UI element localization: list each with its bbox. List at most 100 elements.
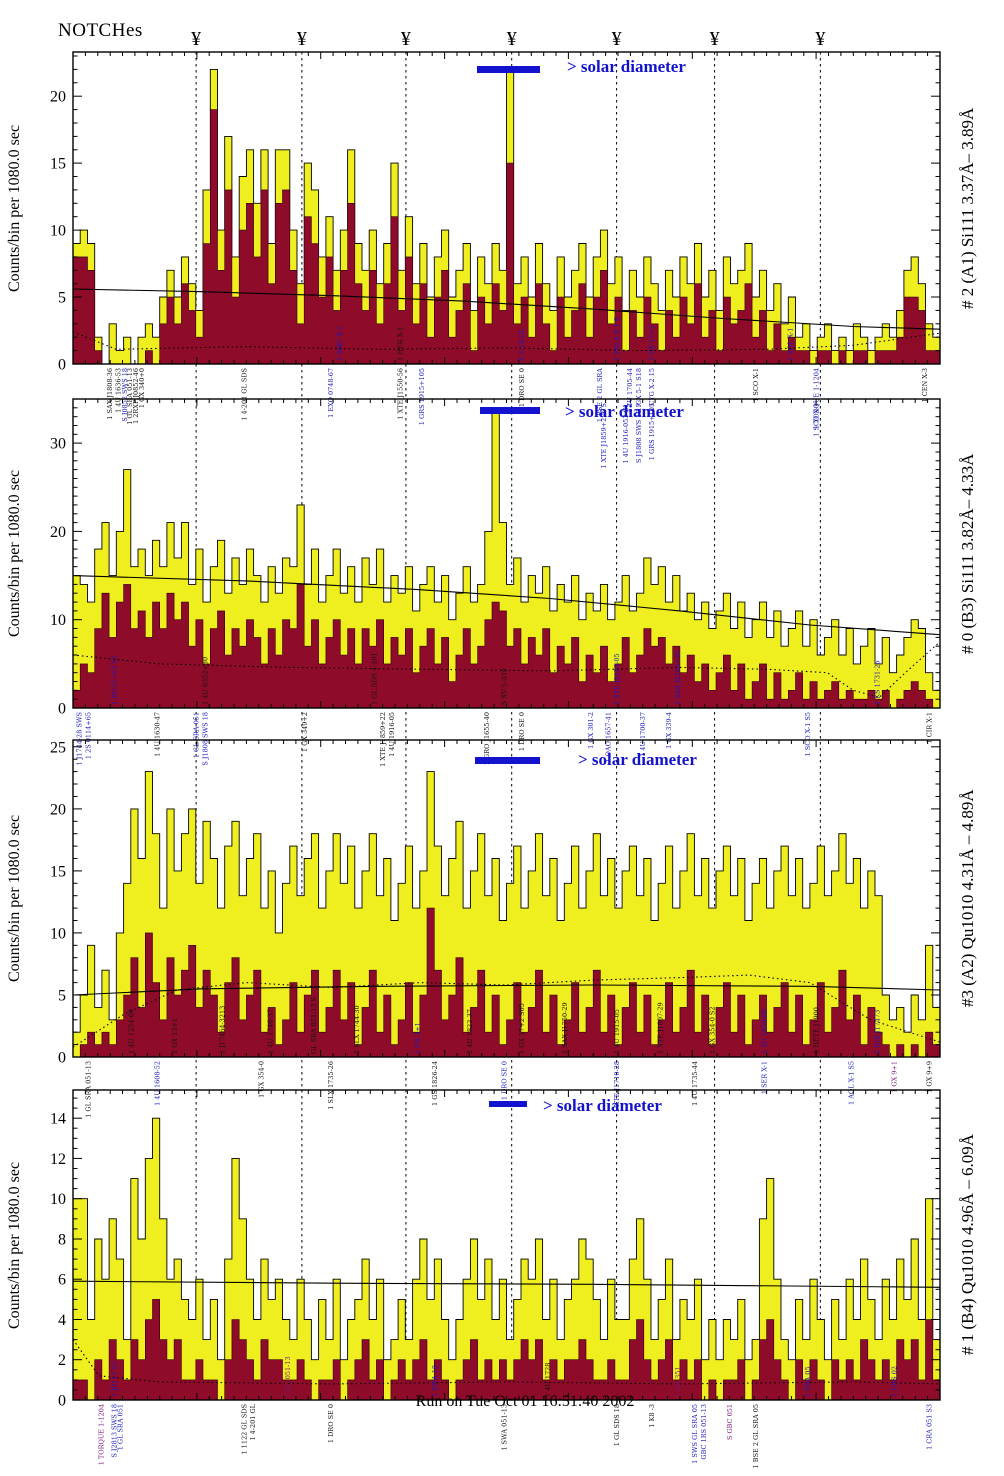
source-annotation: 1 CRA 051 S3 (925, 1404, 933, 1450)
y-tick-label: 14 (50, 1111, 66, 1128)
source-annotation: 1 GX 354-0 (258, 1061, 266, 1098)
source-annotation: 1 4U 1608-52 (154, 1061, 162, 1106)
source-annotation: GL SRA 051-13 S (310, 997, 318, 1054)
y-tick-label: 30 (50, 436, 66, 453)
background-level-curve (72, 575, 941, 636)
source-annotation: 1 IGR J17473 (873, 1010, 881, 1054)
source-annotation: 1 CEN X-3 (921, 368, 929, 402)
source-annotation: 1 GX 17+2 (648, 325, 656, 361)
y-tick-label: 6 (58, 1272, 66, 1289)
source-annotation: 1 4U 1700-37 (639, 712, 647, 757)
background-level-curve (72, 1280, 941, 1288)
source-annotation: 1 4U 1746-37 (266, 1009, 274, 1054)
source-annotation: 1 4U 1915-05 (613, 1009, 621, 1054)
source-annotation: 1 SWA 051-13 (501, 1404, 509, 1451)
source-annotation: 1 GRS 1915+105 (648, 403, 656, 460)
source-annotation: 1 AQL X-1 S5 (847, 1061, 855, 1105)
notch-symbol: ¥ (815, 28, 825, 50)
source-annotation: 1 XTE J1550-56 (397, 368, 405, 420)
source-annotation: 1 4U 1254-69 (128, 1009, 136, 1054)
source-annotation: 1 4-201 GL SDS (240, 368, 248, 421)
source-annotation: 1 GL SDS 4-201 (370, 652, 378, 705)
source-annotation: 1 SAX J2103+45 (674, 650, 682, 705)
source-annotation: 1 GX 3+1 (414, 1022, 422, 1054)
y-tick-label: 0 (58, 1050, 66, 1067)
source-annotation: 1 SLX 1735-26 (327, 1061, 335, 1110)
y-axis-label: Counts/bin per 1080.0 sec (6, 469, 23, 638)
source-annotation: 1 GL SRA 051-13 (126, 368, 134, 425)
source-annotation: 1 GL 051-13 (284, 1356, 292, 1397)
y-tick-label: 5 (58, 988, 66, 1005)
source-annotation: 1 GS 1826-24 (431, 1061, 439, 1106)
source-annotation: 1 SCO X-1 S5 (804, 712, 812, 756)
source-annotation: 1 SWS GL SRA 05 (691, 1404, 699, 1464)
panel-1: 0 5 10 15 20 1 SAX J1808-36 1 4U 1636-53S J085… (50, 51, 941, 429)
histogram-total-counts (72, 1117, 941, 1401)
histogram-flare-counts (72, 584, 940, 709)
source-annotation: 1 XTE J1859+226 S (600, 403, 608, 469)
solar-diameter-bar (477, 66, 540, 73)
background-level-curve (72, 984, 941, 996)
y-axis-label: Counts/bin per 1080.0 sec (6, 124, 23, 292)
source-annotation: 1 GX 349+2 (301, 712, 309, 752)
source-annotation: 1 SLX 1744-30 (353, 1005, 361, 1054)
source-annotation: 1 4-201 GL (249, 1403, 257, 1440)
source-annotation: 1 XTE J1710-28 (613, 1061, 621, 1113)
y-axis-label: Counts/bin per 1080.0 sec (6, 814, 23, 983)
y-tick-label: 0 (58, 357, 66, 374)
dotted-level-curve (72, 1339, 941, 1385)
y-tick-label: 8 (58, 1232, 66, 1249)
panel-4: 0 2 4 6 8 10 12 14 1 TORQUE 1-1204 S J2813 SWS 18… (50, 1089, 941, 1468)
y-axis-label: Counts/bin per 1080.0 sec (6, 1161, 23, 1329)
source-annotation: 1 J0115 S2 (110, 1361, 118, 1397)
source-annotation: S XV 5.039 (501, 668, 509, 705)
source-annotation: 1 2S 0114+65 (84, 712, 92, 759)
source-annotation: 1 OAO 1657-41 (605, 712, 613, 763)
source-annotation: 1 VELA X-1 S (613, 317, 621, 361)
source-annotation: S J2813 SWS 18 (110, 1404, 118, 1458)
notch-symbol: ¥ (297, 28, 307, 50)
source-annotation: 1 BSE 2 GL SRA 05 (752, 1404, 760, 1468)
source-annotation: 1 J0115+63 S2 (110, 655, 118, 705)
source-annotation: 1 SER X-1 (761, 1061, 769, 1094)
source-annotation: 1 GX 13+1 (171, 1018, 179, 1054)
y-tick-label: 10 (50, 223, 66, 240)
source-annotation: 1 GL SRA 051 (116, 1404, 124, 1450)
solar-diameter-bar (489, 1101, 527, 1107)
channel-label-panel-4: # 1 (B4) Qu1010 4.96Å – 6.09Å (958, 1134, 977, 1356)
y-tick-label: 0 (58, 701, 66, 718)
source-annotation: 1 EXO 0748-67 (327, 368, 335, 418)
notch-symbol: ¥ (612, 28, 622, 50)
source-annotation: 1 GL SDS 18 (613, 1404, 621, 1446)
source-annotation: 1 4U 1705-44 (626, 368, 634, 413)
y-tick-label: 15 (50, 156, 66, 173)
source-annotation: 1 CYG X-2 15 (648, 368, 656, 412)
source-annotation: 1 K8 -3 (648, 1404, 656, 1428)
source-annotation: 1 4U 1728 (544, 1363, 552, 1397)
solar-diameter-bar (480, 407, 540, 414)
dotted-level-curve (72, 331, 941, 352)
solar-diameter-label: > solar diameter (567, 57, 686, 76)
source-annotation: 1 4U 1916-05 (388, 712, 396, 757)
source-annotation: 1 DRO SE 0 (501, 1061, 509, 1100)
source-annotation: 1 J1744-28 SWS (76, 712, 84, 765)
source-annotation: 1 HETE J1900 (813, 1007, 821, 1054)
source-annotation: 1 4U 1735-44 (691, 1061, 699, 1106)
source-annotation: S J1808 SWS 18 P (635, 402, 643, 463)
source-annotation: 1 4U 1916-053 GL (622, 402, 630, 463)
source-annotation: 1 GX 17+2 S05 (518, 1003, 526, 1054)
source-annotation: 1 SCO X-1 (752, 368, 760, 402)
source-annotation: 1 GX 301-2 (587, 712, 595, 749)
source-annotation: 1 SRA 05 (804, 1366, 812, 1397)
source-annotation: 1 1122 GL SDS (240, 1404, 248, 1455)
source-annotation: 1 TORQUE 1-1204 (97, 1404, 105, 1465)
source-annotation: 1 GX 339-4 (665, 712, 673, 749)
histogram-flare-counts (73, 907, 941, 1058)
solar-diameter-label: > solar diameter (565, 402, 684, 421)
background-level-curve (72, 288, 941, 330)
histogram-flare-counts (72, 109, 941, 365)
notch-symbol: ¥ (710, 28, 720, 50)
source-annotation: 1 SMC X-1 (336, 326, 344, 361)
